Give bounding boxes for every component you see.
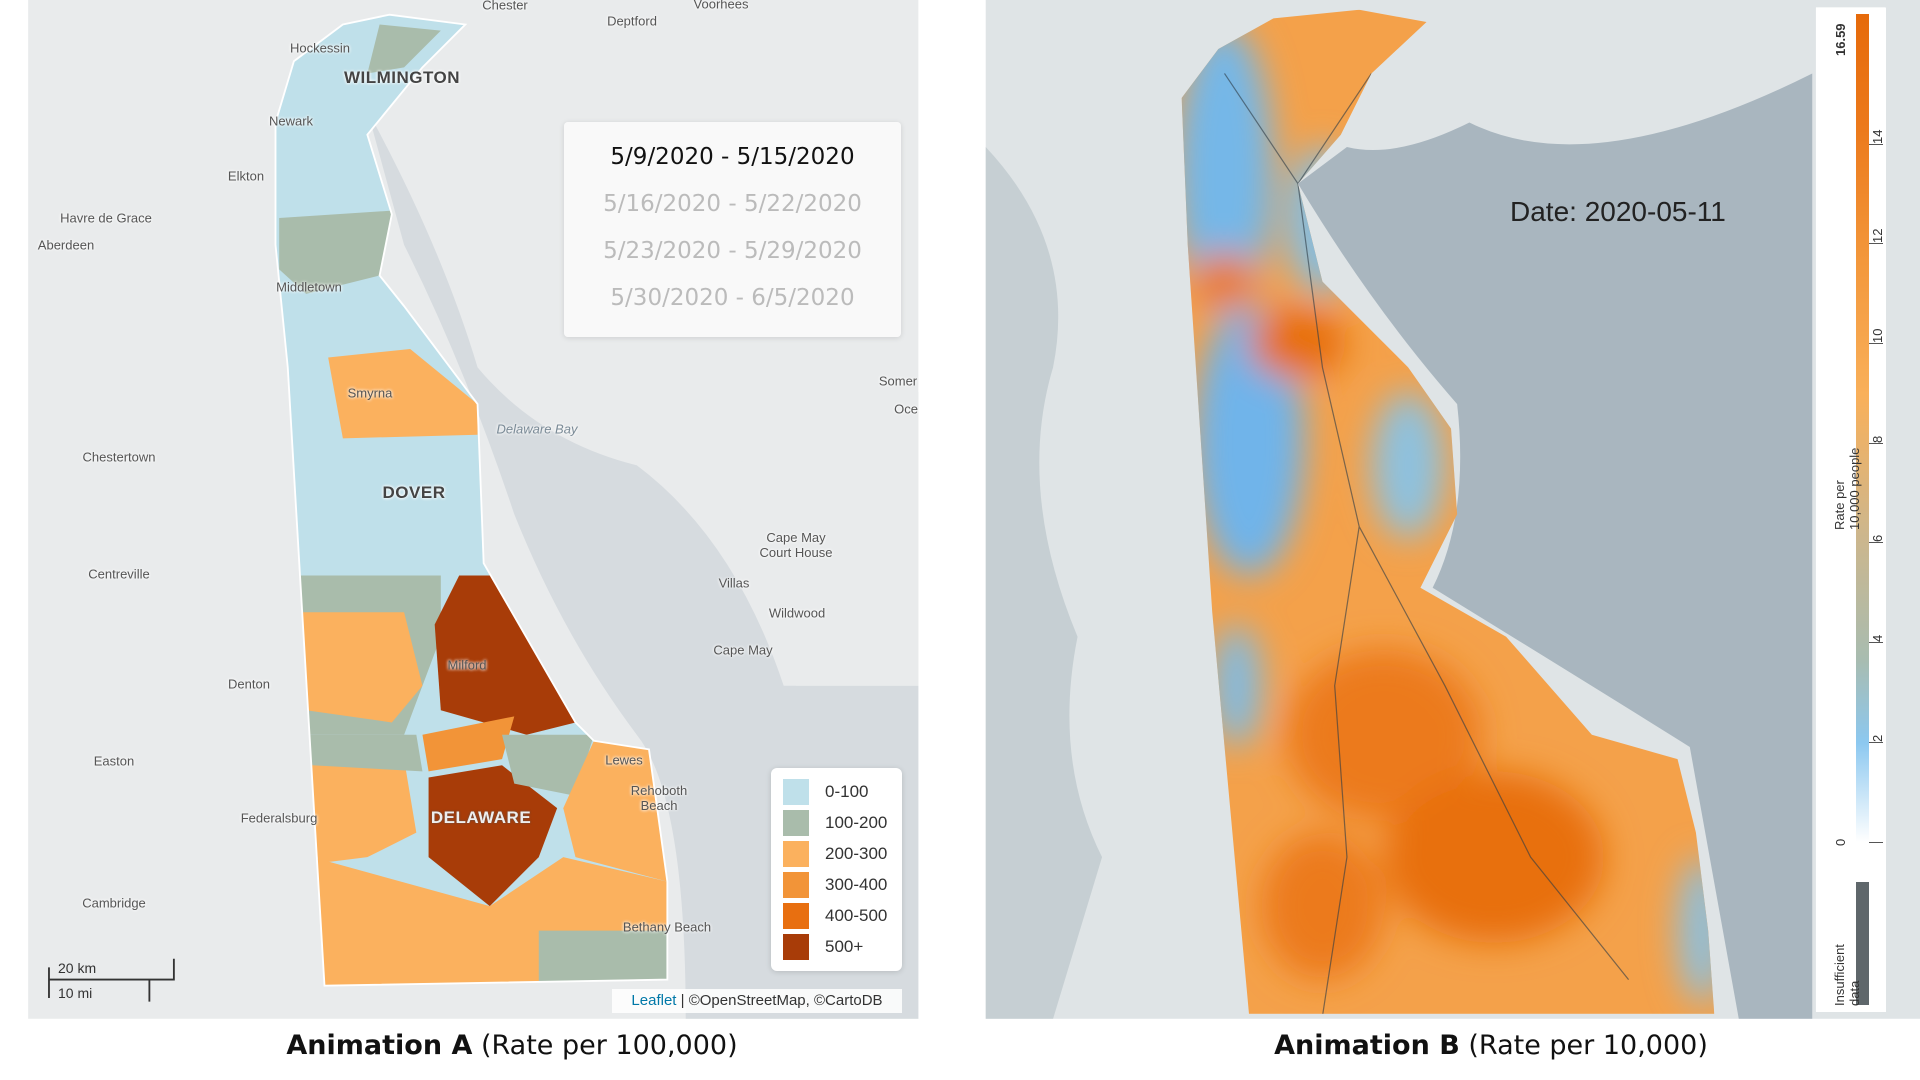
map-b[interactable] [985, 0, 1920, 1029]
colorbar-tick [1869, 343, 1883, 344]
insufficient-data-label: Insufficient data [1832, 944, 1862, 1006]
colorbar-tick [1869, 742, 1883, 743]
date-label: Date: 2020-05-11 [1510, 196, 1726, 227]
caption-a: Animation A (Rate per 100,000) [286, 1030, 737, 1061]
insufficient-data-swatch [1856, 882, 1869, 1005]
place-label: Middletown [276, 279, 342, 295]
colorbar-tick-label: 10 [1870, 328, 1885, 343]
caption-b: Animation B (Rate per 10,000) [1274, 1030, 1708, 1061]
colorbar-tick-label: 2 [1870, 734, 1885, 742]
place-label: Federalsburg [240, 810, 318, 826]
place-label: Oce [894, 401, 918, 417]
date-option[interactable]: 5/23/2020 - 5/29/2020 [603, 238, 862, 264]
colorbar-tick [1869, 443, 1883, 444]
legend-label: 300-400 [825, 874, 888, 894]
place-label: Denton [228, 676, 270, 692]
legend-item: 100-200 [771, 807, 902, 838]
place-label: Lewes [605, 752, 643, 768]
colorbar-tick [1869, 243, 1883, 244]
colorbar [1856, 14, 1869, 842]
place-label: Villas [718, 575, 750, 591]
legend-item: 400-500 [771, 900, 902, 931]
place-label: Easton [93, 753, 135, 769]
place-label: Cape May Court House [759, 530, 833, 560]
place-label: DELAWARE [430, 808, 532, 827]
place-label: Delaware Bay [496, 421, 578, 437]
map-attribution: Leaflet | ©OpenStreetMap, ©CartoDB [612, 989, 902, 1013]
legend-label: 500+ [825, 936, 864, 956]
date-option[interactable]: 5/9/2020 - 5/15/2020 [610, 144, 855, 170]
place-label: Chestertown [82, 449, 156, 465]
place-label: Cape May [713, 642, 773, 658]
colorbar-panel [1816, 8, 1886, 1012]
place-label: Deptford [607, 13, 657, 29]
place-label: Cambridge [82, 895, 146, 911]
legend-swatch [783, 902, 809, 929]
colorbar-max-label: 16.59 [1833, 23, 1848, 56]
place-label: Elkton [227, 168, 265, 184]
place-label: Somer [878, 373, 918, 389]
colorbar-tick-label: 0 [1833, 838, 1848, 846]
place-label: Milford [447, 657, 487, 673]
legend-label: 400-500 [825, 905, 888, 925]
map-legend: 0-100 100-200 200-300 300-400 400-500 50… [771, 768, 902, 971]
legend-item: 500+ [771, 931, 902, 962]
attribution-text: | ©OpenStreetMap, ©CartoDB [676, 992, 883, 1009]
colorbar-tick-label: 6 [1870, 534, 1885, 542]
place-label: Wildwood [768, 605, 826, 621]
colorbar-tick [1869, 642, 1883, 643]
caption-title: Animation A [286, 1030, 473, 1061]
caption-title: Animation B [1274, 1030, 1460, 1061]
caption-subtitle: (Rate per 100,000) [480, 1030, 738, 1061]
legend-label: 100-200 [825, 812, 888, 832]
date-selector[interactable]: 5/9/2020 - 5/15/2020 5/16/2020 - 5/22/20… [564, 122, 901, 337]
place-label: Aberdeen [37, 237, 95, 253]
colorbar-tick [1869, 842, 1883, 843]
legend-swatch [783, 840, 809, 867]
legend-swatch [783, 778, 809, 805]
legend-swatch [783, 871, 809, 898]
place-label: WILMINGTON [343, 68, 461, 87]
place-label: Smyrna [347, 385, 393, 401]
place-label: Chester [482, 0, 528, 13]
legend-label: 0-100 [825, 781, 869, 801]
legend-label: 200-300 [825, 843, 888, 863]
colorbar-tick-label: 14 [1870, 129, 1885, 144]
place-label: Voorhees [693, 0, 749, 12]
place-label: Rehoboth Beach [630, 783, 688, 813]
colorbar-tick-label: 12 [1870, 228, 1885, 243]
legend-item: 0-100 [771, 776, 902, 807]
place-label: Newark [268, 113, 314, 129]
place-label: Centreville [88, 566, 150, 582]
colorbar-title: Rate per 10,000 people [1832, 447, 1862, 530]
legend-item: 200-300 [771, 838, 902, 869]
colorbar-tick [1869, 144, 1883, 145]
scale-mi: 10 mi [58, 985, 93, 1001]
date-option[interactable]: 5/30/2020 - 6/5/2020 [610, 285, 855, 311]
place-label: DOVER [382, 483, 446, 502]
date-option[interactable]: 5/16/2020 - 5/22/2020 [603, 191, 862, 217]
place-label: Hockessin [290, 40, 350, 56]
legend-item: 300-400 [771, 869, 902, 900]
colorbar-tick [1869, 542, 1883, 543]
place-label: Bethany Beach [622, 919, 712, 935]
colorbar-tick-label: 8 [1870, 435, 1885, 443]
caption-subtitle: (Rate per 10,000) [1468, 1030, 1708, 1061]
colorbar-tick-label: 4 [1870, 634, 1885, 642]
place-label: Havre de Grace [60, 210, 152, 226]
legend-swatch [783, 809, 809, 836]
legend-swatch [783, 933, 809, 960]
scale-km: 20 km [58, 960, 97, 976]
leaflet-link[interactable]: Leaflet [631, 992, 677, 1009]
